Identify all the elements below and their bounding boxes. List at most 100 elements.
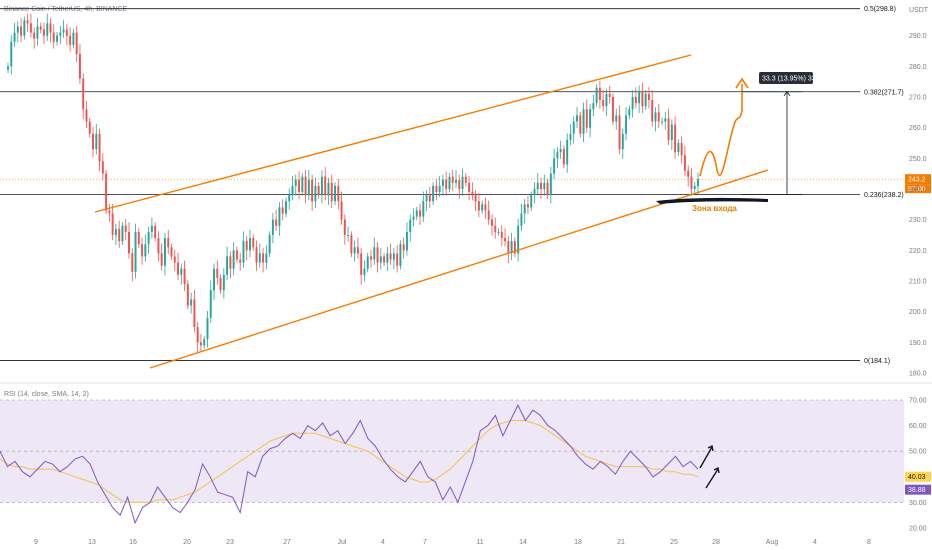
candle <box>399 240 402 270</box>
candle-body <box>59 32 62 36</box>
candle <box>173 249 176 271</box>
rsi-tick-label: 30.00 <box>909 500 927 507</box>
candle <box>193 289 196 333</box>
candle <box>314 177 317 209</box>
candle-body <box>65 29 68 36</box>
price-tick-label: 230.0 <box>909 217 927 224</box>
fib-level-label: 0.236(238.2) <box>864 192 904 199</box>
candle-body <box>598 87 601 101</box>
candle-body <box>562 149 565 165</box>
candle-body <box>415 210 418 217</box>
candle <box>680 136 683 164</box>
time-tick-label: 7 <box>423 539 427 546</box>
candle <box>494 217 497 239</box>
candle <box>621 128 624 159</box>
candle <box>245 235 248 261</box>
rsi-tick-label: 70.00 <box>909 398 927 405</box>
time-tick-label: 4 <box>381 539 385 546</box>
candle-body <box>206 317 209 340</box>
candle <box>222 268 225 299</box>
candle <box>608 85 611 104</box>
candle <box>562 145 565 169</box>
candle <box>356 237 359 259</box>
candle-body <box>491 219 493 226</box>
candle <box>160 243 163 271</box>
candle <box>147 226 150 255</box>
candle <box>288 188 291 210</box>
candle-body <box>320 176 323 196</box>
measure-badge <box>759 72 813 84</box>
candle <box>618 105 621 155</box>
time-axis[interactable]: 9 13 16 20 23 27 Jul 4 7 11 14 18 21 25 28 Aug 4 8 <box>34 539 871 546</box>
candle-body <box>608 93 611 97</box>
price-axis[interactable]: 180.0 190.0 200.0 210.0 220.0 230.0 240.0 250.0… <box>909 33 927 377</box>
candle <box>360 248 363 285</box>
price-tick-label: 250.0 <box>909 156 927 163</box>
candle-body <box>523 204 526 214</box>
candle-body <box>605 93 608 107</box>
candle <box>249 229 251 258</box>
time-tick-label: 28 <box>712 539 720 546</box>
candle <box>598 81 601 109</box>
candle <box>392 248 395 270</box>
candle-body <box>389 253 392 260</box>
candle <box>690 168 693 196</box>
candle <box>481 200 484 215</box>
last-price-text: 243.2 <box>908 177 926 184</box>
candle-body <box>566 139 569 165</box>
candle <box>65 24 68 46</box>
candle <box>687 165 690 187</box>
candle <box>419 203 422 225</box>
price-tick-label: 210.0 <box>909 279 927 286</box>
candle-body <box>536 182 539 189</box>
candle <box>36 18 39 46</box>
candle-body <box>271 219 274 235</box>
candle <box>226 246 229 281</box>
candle <box>278 202 281 236</box>
candle <box>330 174 333 209</box>
candle-body <box>249 238 251 251</box>
candle-body <box>239 259 242 263</box>
candle-body <box>582 109 585 134</box>
candle-body <box>118 228 121 242</box>
candle <box>275 209 278 232</box>
candle <box>507 235 510 264</box>
candle-body <box>75 32 78 55</box>
candle-body <box>340 201 343 220</box>
candle-body <box>262 253 265 263</box>
measure-badge-text: 33.3 (13.95%) 333 <box>762 76 820 83</box>
candle-body <box>667 118 670 140</box>
rsi-tick-label: 60.00 <box>909 423 927 430</box>
candle-body <box>458 179 461 189</box>
candle-body <box>625 115 628 134</box>
channel-upper-line[interactable] <box>94 54 692 213</box>
candle <box>353 240 356 262</box>
candle-body <box>69 35 72 45</box>
candle-body <box>419 210 422 217</box>
candle-body <box>670 124 673 140</box>
candle <box>180 263 183 285</box>
candle <box>186 280 189 310</box>
candle <box>536 173 539 195</box>
price-tick-label: 290.0 <box>909 33 927 40</box>
candle-body <box>618 115 621 150</box>
candle <box>559 140 562 159</box>
candle-body <box>154 225 157 239</box>
candle-body <box>13 32 16 42</box>
candle <box>92 127 95 158</box>
candle-body <box>634 97 637 104</box>
candle-body <box>180 268 183 275</box>
candle <box>634 87 637 109</box>
candle <box>664 111 667 130</box>
candle-body <box>124 225 127 232</box>
candle <box>111 203 114 241</box>
currency-label: USDT <box>909 7 929 14</box>
candle <box>265 245 268 270</box>
candle <box>95 123 98 155</box>
candle-body <box>42 29 45 36</box>
candle <box>252 234 255 251</box>
candle <box>29 13 32 38</box>
candle <box>438 176 441 198</box>
candle-body <box>62 29 65 33</box>
